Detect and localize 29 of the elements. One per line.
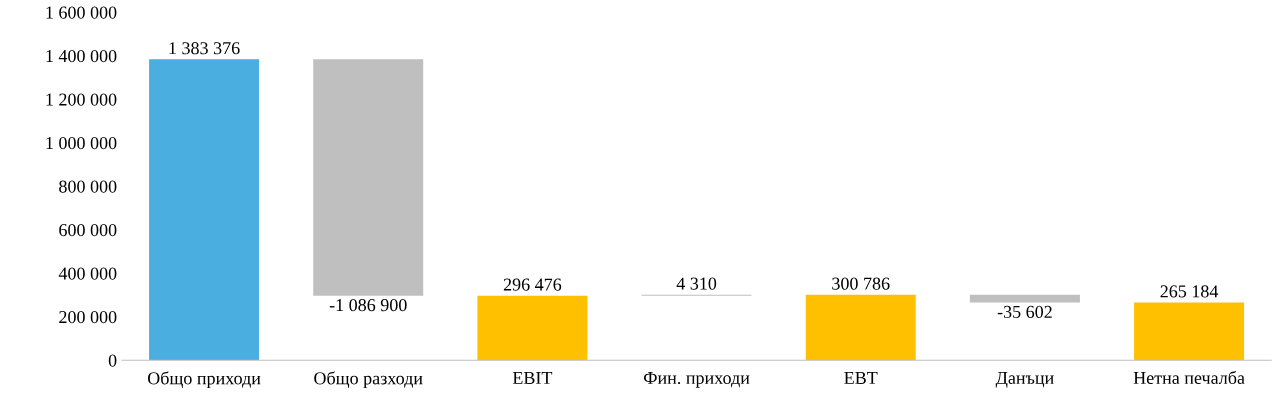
data-label: 4 310 bbox=[676, 277, 717, 290]
x-tick-label: Фин. приходи bbox=[643, 372, 750, 388]
x-tick-label: EBT bbox=[844, 372, 878, 384]
y-tick-label: 1 400 000 bbox=[46, 49, 117, 63]
y-tick-label: 1 600 000 bbox=[46, 6, 117, 19]
y-tick-label: 200 000 bbox=[59, 310, 117, 324]
x-tick-label: Общо разходи bbox=[314, 371, 423, 389]
data-label: -35 602 bbox=[997, 305, 1052, 318]
data-label: -1 086 900 bbox=[329, 299, 407, 312]
y-tick-label: 1 200 000 bbox=[46, 93, 117, 106]
bar bbox=[1134, 302, 1245, 361]
data-label: 300 786 bbox=[832, 277, 890, 290]
bar bbox=[149, 59, 260, 361]
x-tick-label: Общо приходи bbox=[147, 371, 261, 389]
bar bbox=[969, 294, 1080, 303]
x-tick-label: EBIT bbox=[512, 372, 553, 384]
x-tick-label: Нетна печалба bbox=[1133, 370, 1245, 385]
data-label: 265 184 bbox=[1160, 285, 1219, 298]
y-tick-label: 1 000 000 bbox=[46, 136, 117, 150]
y-tick-label: 600 000 bbox=[59, 223, 117, 237]
y-tick-label: 400 000 bbox=[58, 267, 117, 280]
data-label: 1 383 376 bbox=[169, 42, 240, 55]
x-tick-label: Данъци bbox=[995, 372, 1054, 388]
bar bbox=[477, 295, 588, 361]
bar bbox=[313, 59, 424, 296]
y-tick-label: 0 bbox=[108, 354, 117, 367]
y-tick-label: 800 000 bbox=[59, 180, 117, 193]
bar bbox=[805, 294, 916, 361]
data-label: 296 476 bbox=[503, 278, 562, 291]
